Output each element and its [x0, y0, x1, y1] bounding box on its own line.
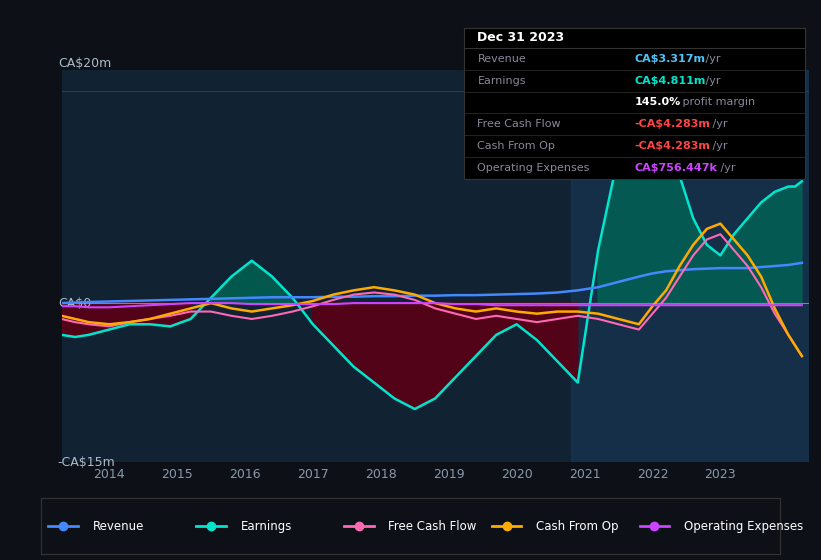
Text: /yr: /yr	[702, 76, 720, 86]
Text: Dec 31 2023: Dec 31 2023	[478, 31, 565, 44]
Text: Free Cash Flow: Free Cash Flow	[388, 520, 477, 533]
Text: /yr: /yr	[709, 141, 727, 151]
Text: CA$20m: CA$20m	[57, 57, 111, 70]
Text: Cash From Op: Cash From Op	[536, 520, 618, 533]
Text: Earnings: Earnings	[478, 76, 526, 86]
Text: Operating Expenses: Operating Expenses	[684, 520, 803, 533]
Text: -CA$4.283m: -CA$4.283m	[635, 141, 710, 151]
Text: CA$4.811m: CA$4.811m	[635, 76, 705, 86]
Text: profit margin: profit margin	[679, 97, 755, 108]
Text: Free Cash Flow: Free Cash Flow	[478, 119, 561, 129]
Text: /yr: /yr	[702, 54, 720, 64]
Text: CA$0: CA$0	[57, 297, 91, 310]
Text: 145.0%: 145.0%	[635, 97, 681, 108]
Text: -CA$15m: -CA$15m	[57, 455, 116, 469]
Text: CA$756.447k: CA$756.447k	[635, 163, 717, 173]
Text: Revenue: Revenue	[93, 520, 144, 533]
Text: Operating Expenses: Operating Expenses	[478, 163, 589, 173]
Bar	[571, 70, 809, 462]
Text: Earnings: Earnings	[241, 520, 292, 533]
Text: Revenue: Revenue	[478, 54, 526, 64]
Text: /yr: /yr	[709, 119, 727, 129]
Text: CA$3.317m: CA$3.317m	[635, 54, 705, 64]
Text: Cash From Op: Cash From Op	[478, 141, 555, 151]
Text: -CA$4.283m: -CA$4.283m	[635, 119, 710, 129]
Text: /yr: /yr	[717, 163, 735, 173]
